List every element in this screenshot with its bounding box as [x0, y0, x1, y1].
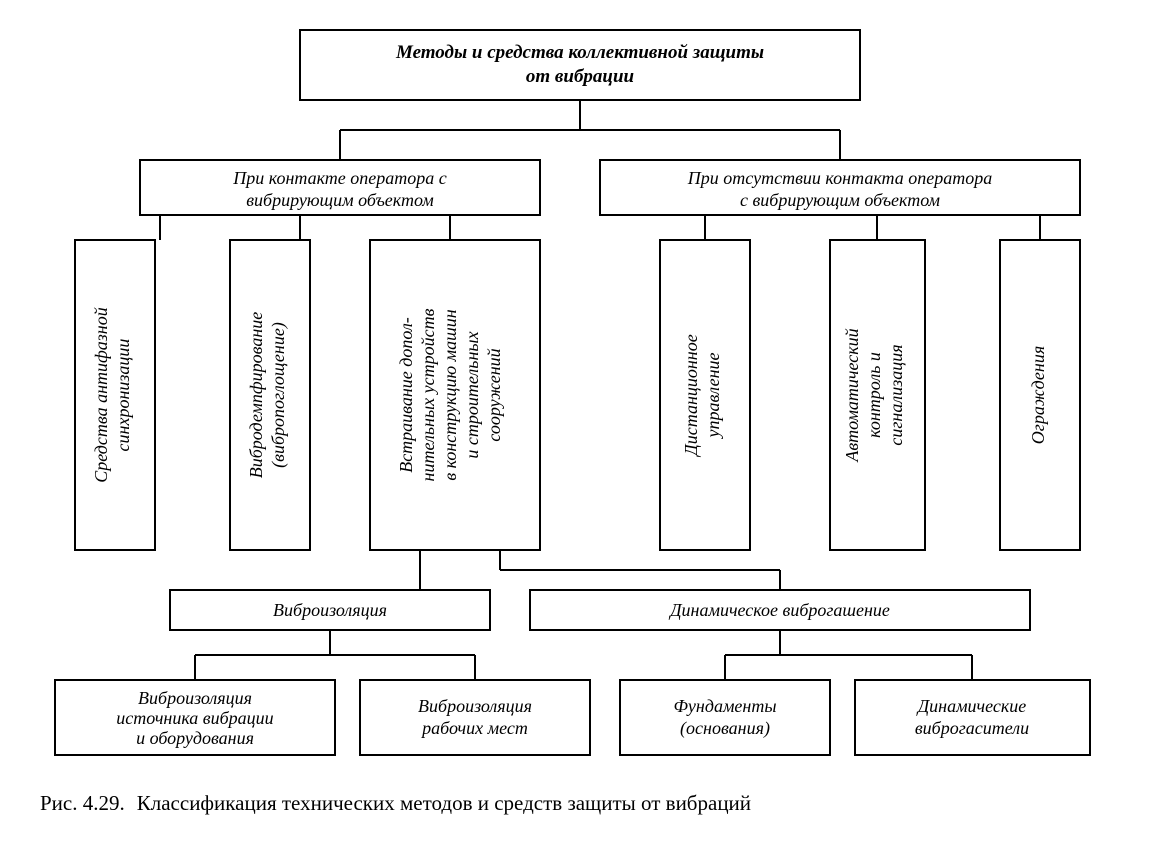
flowchart-canvas: Методы и средства коллективной защиты от… [0, 0, 1150, 864]
root-line1: Методы и средства коллективной защиты [395, 42, 764, 63]
svg-text:Динамические: Динамические [916, 696, 1027, 716]
svg-text:рабочих мест: рабочих мест [420, 718, 528, 738]
svg-text:и строительных: и строительных [462, 331, 482, 458]
svg-text:Дистанционное: Дистанционное [681, 334, 701, 457]
root-line2: от вибрации [526, 66, 634, 87]
svg-text:Автоматический: Автоматический [842, 328, 862, 462]
svg-text:источника вибрации: источника вибрации [116, 708, 273, 728]
svg-text:(основания): (основания) [680, 718, 770, 739]
node-no-contact: При отсутствии контакта оператора с вибр… [600, 160, 1080, 215]
svg-text:сооружений: сооружений [484, 348, 504, 441]
svg-text:и оборудования: и оборудования [136, 728, 254, 748]
node-dynamic-damping: Динамическое виброгашение [530, 590, 1030, 630]
node-auto-control: Автоматический контроль и сигнализация [830, 240, 925, 550]
l2b-line1: При отсутствии контакта оператора [687, 168, 992, 188]
svg-text:Средства антифазной: Средства антифазной [91, 307, 111, 483]
svg-text:управление: управление [703, 352, 723, 439]
node-dynamic-dampers: Динамические виброгасители [855, 680, 1090, 755]
svg-text:контроль и: контроль и [864, 352, 884, 438]
l2b-line2: с вибрирующим объектом [740, 190, 941, 210]
node-remote-control: Дистанционное управление [660, 240, 750, 550]
svg-text:Динамическое виброгашение: Динамическое виброгашение [668, 600, 890, 620]
node-vibrodamping: Вибродемпфирование (вибропоглощение) [230, 240, 310, 550]
svg-text:Вибродемпфирование: Вибродемпфирование [246, 312, 266, 479]
node-foundations: Фундаменты (основания) [620, 680, 830, 755]
svg-text:Виброизоляция: Виброизоляция [273, 600, 387, 620]
svg-text:сигнализация: сигнализация [886, 344, 906, 445]
node-root: Методы и средства коллективной защиты от… [300, 30, 860, 100]
svg-text:Виброизоляция: Виброизоляция [138, 688, 252, 708]
node-vibroisolation: Виброизоляция [170, 590, 490, 630]
svg-text:синхронизации: синхронизации [113, 339, 133, 452]
l2a-line1: При контакте оператора с [232, 168, 447, 188]
svg-text:Фундаменты: Фундаменты [673, 696, 776, 716]
svg-text:Ограждения: Ограждения [1028, 346, 1048, 444]
svg-text:Встраивание допол-: Встраивание допол- [396, 317, 416, 473]
svg-text:в конструкцию машин: в конструкцию машин [440, 309, 460, 480]
l2a-line2: вибрирующим объектом [246, 190, 434, 210]
node-iso-source: Виброизоляция источника вибрации и обору… [55, 680, 335, 755]
node-contact: При контакте оператора с вибрирующим объ… [140, 160, 540, 215]
svg-text:виброгасители: виброгасители [915, 718, 1029, 738]
node-embedded-devices: Встраивание допол- нительных устройств в… [370, 240, 540, 550]
svg-text:нительных устройств: нительных устройств [418, 308, 438, 481]
svg-text:(вибропоглощение): (вибропоглощение) [268, 322, 289, 468]
svg-text:Виброизоляция: Виброизоляция [418, 696, 532, 716]
node-iso-workplace: Виброизоляция рабочих мест [360, 680, 590, 755]
figure-caption: Рис. 4.29. Классификация технических мет… [40, 791, 751, 815]
node-antiphase: Средства антифазной синхронизации [75, 240, 155, 550]
node-fencing: Ограждения [1000, 240, 1080, 550]
